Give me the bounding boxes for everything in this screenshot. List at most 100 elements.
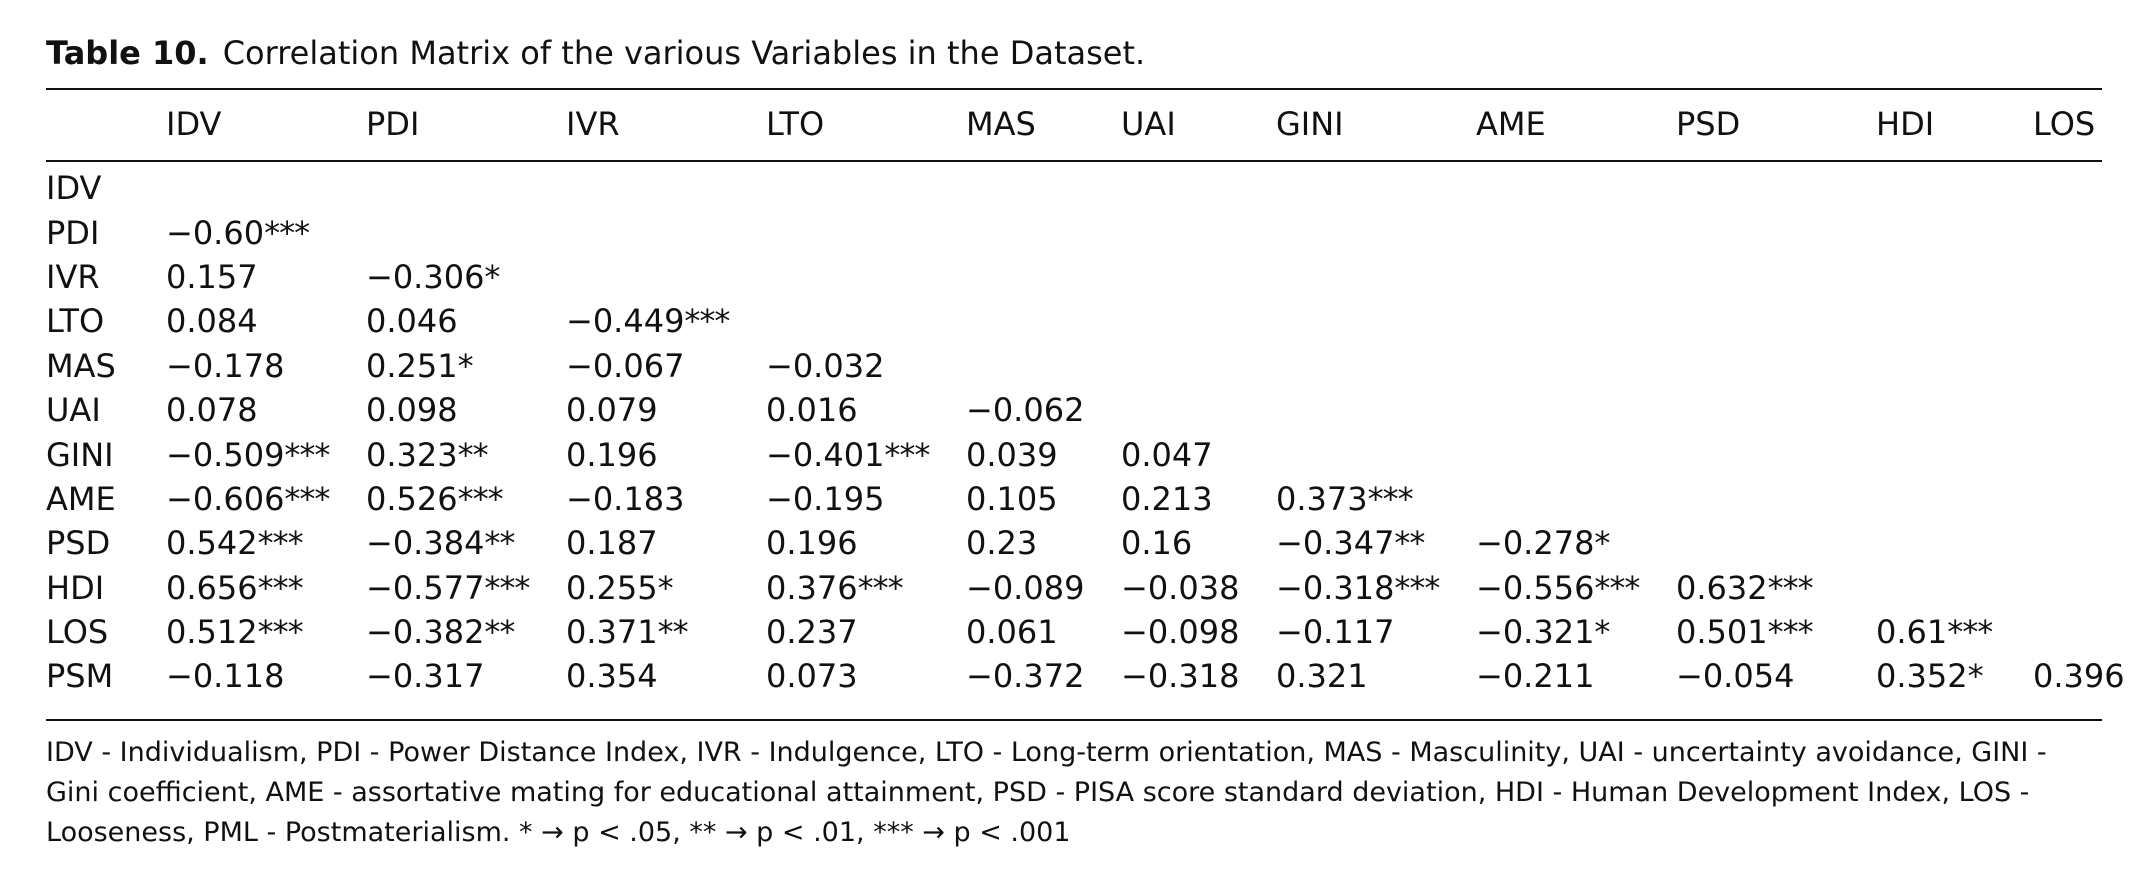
correlation-cell <box>1276 299 1476 343</box>
correlation-cell: −0.606*** <box>166 477 366 521</box>
correlation-cell <box>566 255 766 299</box>
correlation-cell: −0.211 <box>1476 654 1676 698</box>
correlation-cell: 0.526*** <box>366 477 566 521</box>
correlation-value: −0.278 <box>1476 524 1595 563</box>
correlation-value: −0.606 <box>166 479 285 518</box>
correlation-cell <box>966 160 1121 210</box>
correlation-cell: −0.032 <box>766 344 966 388</box>
correlation-value: 0.23 <box>966 524 1038 563</box>
correlation-value: −0.321 <box>1476 613 1595 652</box>
correlation-value: −0.306 <box>366 257 485 296</box>
correlation-cell <box>1276 255 1476 299</box>
significance-stars: *** <box>484 568 530 607</box>
correlation-value: 0.073 <box>766 657 858 696</box>
table-row: LOS 0.512*** −0.382** 0.371** 0.237 0.061 −0.0… <box>46 610 2102 654</box>
correlation-cell <box>766 160 966 210</box>
correlation-cell: 0.084 <box>166 299 366 343</box>
correlation-cell: −0.509*** <box>166 432 366 476</box>
correlation-value: 0.632 <box>1676 568 1768 607</box>
correlation-cell: −0.384** <box>366 521 566 565</box>
correlation-cell <box>1876 432 2033 476</box>
correlation-value: 0.213 <box>1121 479 1213 518</box>
correlation-value: 0.321 <box>1276 657 1368 696</box>
correlation-value: 0.542 <box>166 524 258 563</box>
correlation-cell <box>2033 160 2102 210</box>
correlation-value: −0.118 <box>166 657 285 696</box>
correlation-cell <box>966 255 1121 299</box>
correlation-cell: 0.061 <box>966 610 1121 654</box>
correlation-cell: 0.352* <box>1876 654 2033 698</box>
correlation-value: −0.054 <box>1676 657 1795 696</box>
correlation-cell <box>1476 299 1676 343</box>
correlation-cell: −0.318 <box>1121 654 1276 698</box>
correlation-value: 0.061 <box>966 613 1058 652</box>
correlation-cell <box>1676 388 1876 432</box>
table-row: HDI 0.656*** −0.577*** 0.255* 0.376*** −0.089… <box>46 566 2102 610</box>
correlation-value: 0.196 <box>766 524 858 563</box>
correlation-value: 0.656 <box>166 568 258 607</box>
table-row: MAS −0.178 0.251* −0.067 −0.032 <box>46 344 2102 388</box>
correlation-value: 0.237 <box>766 613 858 652</box>
significance-stars: *** <box>1947 613 1993 652</box>
correlation-value: −0.318 <box>1121 657 1240 696</box>
column-header: UAI <box>1121 105 1176 143</box>
table-row: UAI 0.078 0.098 0.079 0.016 −0.062 <box>46 388 2102 432</box>
correlation-cell <box>1876 521 2033 565</box>
correlation-cell: −0.067 <box>566 344 766 388</box>
column-header: AME <box>1476 105 1546 143</box>
correlation-cell: 0.105 <box>966 477 1121 521</box>
table-row: PDI −0.60*** <box>46 210 2102 254</box>
table-row: AME −0.606*** 0.526*** −0.183 −0.195 0.105 0.2… <box>46 477 2102 521</box>
correlation-value: −0.038 <box>1121 568 1240 607</box>
correlation-cell <box>1876 160 2033 210</box>
significance-stars: *** <box>284 479 330 518</box>
correlation-cell: 0.321 <box>1276 654 1476 698</box>
column-header: LTO <box>766 105 825 143</box>
correlation-cell <box>1476 344 1676 388</box>
table-row: PSD 0.542*** −0.384** 0.187 0.196 0.23 0.16 −0.… <box>46 521 2102 565</box>
significance-stars: *** <box>457 479 504 518</box>
correlation-cell: 0.073 <box>766 654 966 698</box>
correlation-cell: −0.60*** <box>166 210 366 254</box>
significance-stars: *** <box>264 213 310 252</box>
correlation-cell: −0.117 <box>1276 610 1476 654</box>
correlation-value: −0.382 <box>366 613 485 652</box>
correlation-cell <box>1276 388 1476 432</box>
correlation-cell: 0.079 <box>566 388 766 432</box>
correlation-cell: 0.016 <box>766 388 966 432</box>
correlation-cell: 0.157 <box>166 255 366 299</box>
correlation-value: −0.089 <box>966 568 1085 607</box>
table-caption: Table 10. Correlation Matrix of the vario… <box>46 34 1145 72</box>
correlation-cell: −0.577*** <box>366 566 566 610</box>
correlation-value: 0.047 <box>1121 435 1213 474</box>
correlation-cell <box>1876 344 2033 388</box>
row-label: PDI <box>46 213 100 252</box>
significance-stars: * <box>1594 613 1610 652</box>
significance-stars: *** <box>1767 613 1814 652</box>
correlation-cell: −0.178 <box>166 344 366 388</box>
row-label: AME <box>46 479 116 518</box>
table-row: GINI −0.509*** 0.323** 0.196 −0.401*** 0.039 0… <box>46 432 2102 476</box>
column-header: LOS <box>2033 105 2096 143</box>
correlation-cell <box>1476 210 1676 254</box>
correlation-cell <box>2033 210 2102 254</box>
significance-stars: *** <box>1594 568 1640 607</box>
correlation-cell <box>1876 566 2033 610</box>
correlation-cell <box>2033 610 2102 654</box>
correlation-value: 0.526 <box>366 479 458 518</box>
table-title: Correlation Matrix of the various Variab… <box>222 34 1146 72</box>
correlation-cell <box>1121 210 1276 254</box>
correlation-cell: −0.318*** <box>1276 566 1476 610</box>
header-corner-cell <box>46 88 166 160</box>
correlation-cell <box>1676 432 1876 476</box>
correlation-cell: −0.118 <box>166 654 366 698</box>
correlation-cell <box>1676 160 1876 210</box>
correlation-value: 0.187 <box>566 524 658 563</box>
header-rule <box>46 160 2102 162</box>
significance-stars: *** <box>284 435 330 474</box>
correlation-cell: −0.278* <box>1476 521 1676 565</box>
row-label: IVR <box>46 257 100 296</box>
correlation-cell: 0.542*** <box>166 521 366 565</box>
correlation-value: −0.067 <box>566 346 685 385</box>
correlation-value: −0.318 <box>1276 568 1395 607</box>
